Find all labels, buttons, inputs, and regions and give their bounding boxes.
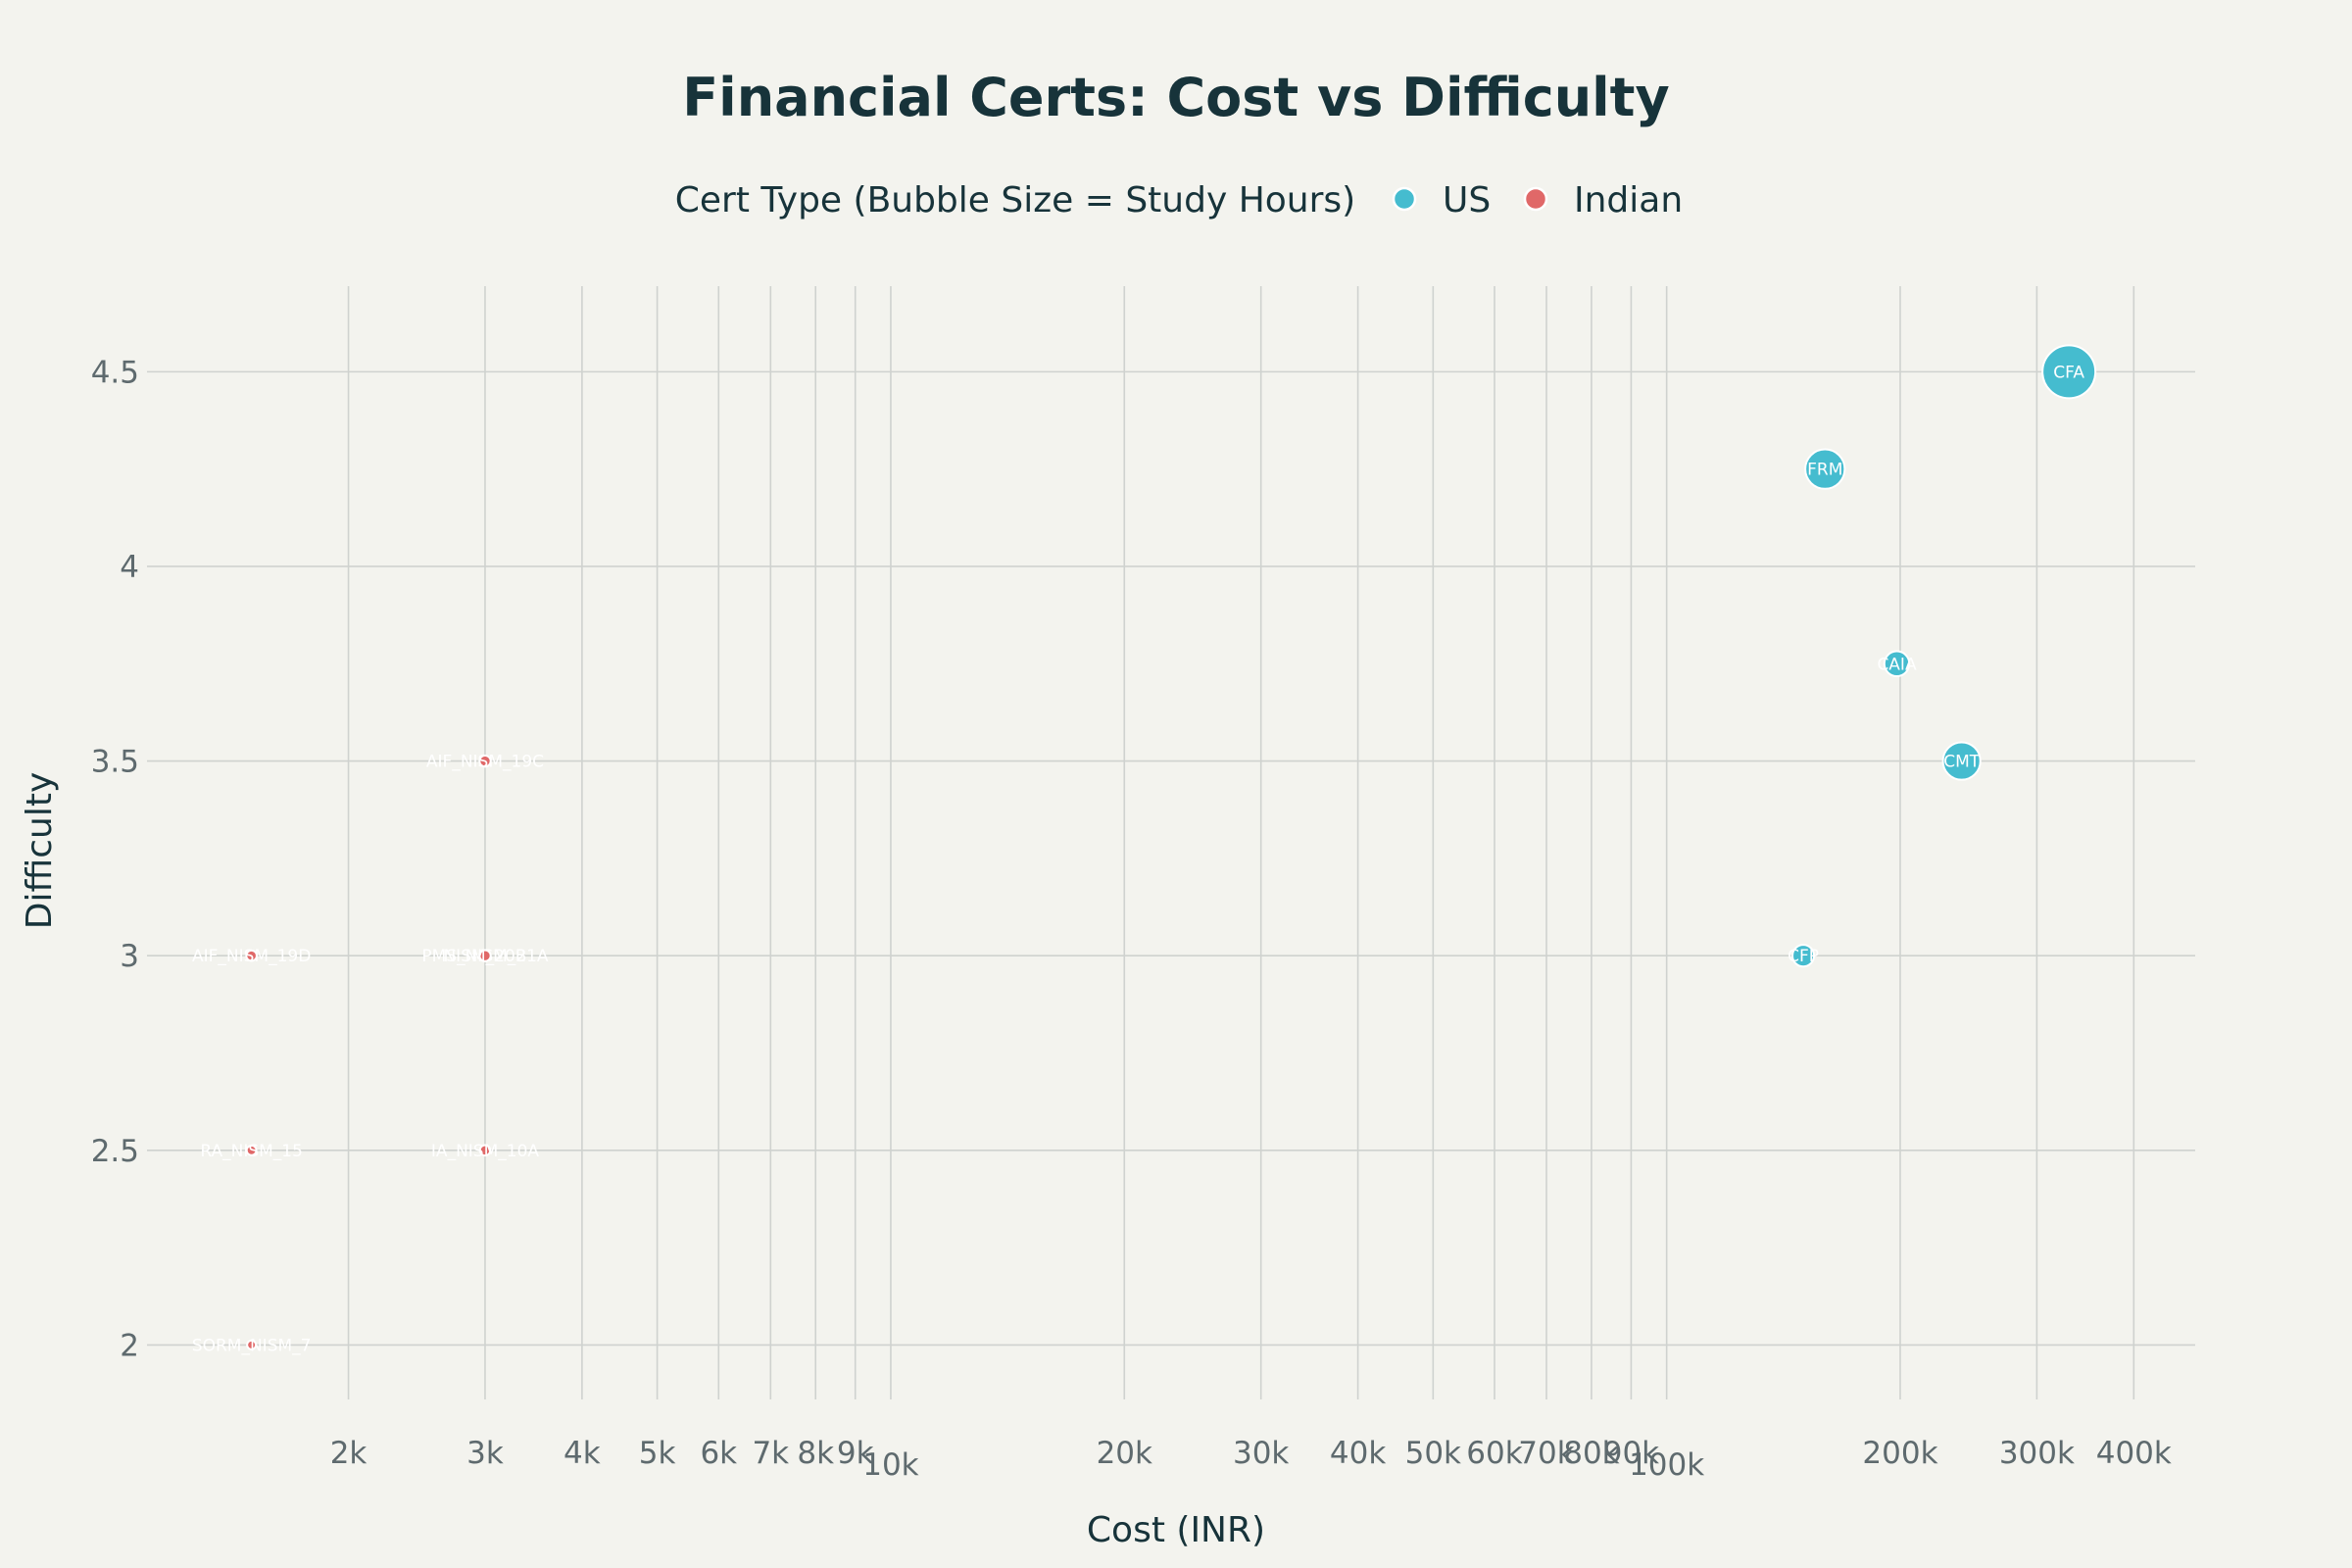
x-tick-label: 50k (1405, 1436, 1461, 1471)
bubble-label: CAIA (1877, 655, 1917, 674)
legend-item-indian[interactable]: Indian (1523, 180, 1683, 220)
x-tick-label: 8k (797, 1436, 834, 1471)
bubble-label: RA_NISM_15 (200, 1142, 303, 1161)
x-tick-label: 4k (564, 1436, 601, 1471)
x-tick-label: 2k (330, 1436, 368, 1471)
bubble-marker[interactable] (1941, 741, 1982, 781)
x-tick-label: 6k (700, 1436, 737, 1471)
bubble-label: AIF_NISM_19C (426, 753, 544, 772)
y-tick-label: 3 (120, 939, 139, 974)
bubble-marker[interactable] (1804, 448, 1846, 490)
bubble-marker[interactable] (478, 949, 492, 962)
legend-title: Cert Type (Bubble Size = Study Hours) (675, 180, 1355, 220)
chart-title: Financial Certs: Cost vs Difficulty (682, 67, 1669, 128)
bubble-frm[interactable]: FRM (1804, 448, 1846, 490)
x-tick-label: 300k (1999, 1436, 2075, 1471)
x-axis-title: Cost (INR) (1087, 1510, 1265, 1550)
x-tick-label: 20k (1097, 1436, 1152, 1471)
bubble-marker[interactable] (478, 1144, 492, 1157)
x-tick-label: 5k (639, 1436, 676, 1471)
y-tick-label: 2 (120, 1328, 139, 1363)
bubble-label: AIF_NISM_19D (192, 947, 311, 966)
legend-swatch-indian (1523, 186, 1548, 212)
bubble-caia[interactable]: CAIA (1877, 650, 1917, 678)
bubble-marker[interactable] (1791, 944, 1816, 968)
bubble-label: NISM_20B (443, 947, 526, 966)
bubble-marker[interactable] (245, 1144, 258, 1156)
bubble-cfp[interactable]: CFP (1788, 944, 1819, 968)
bubble-marker[interactable] (245, 949, 258, 962)
bubbles[interactable]: CFA FRM CAIA CMT CFP AIF_NISM_19C AIF_NISM_19D… (192, 344, 2097, 1355)
bubble-label: CMT (1943, 753, 1981, 772)
legend[interactable]: Cert Type (Bubble Size = Study Hours) US… (675, 180, 1683, 220)
y-axis-title: Difficulty (20, 772, 60, 930)
x-gridlines (347, 286, 2135, 1399)
bubble-sorm-nism-7[interactable]: SORM_NISM_7 (192, 1336, 312, 1355)
bubble-aif-nism-19d[interactable]: AIF_NISM_19D (192, 947, 311, 966)
x-tick-label: 400k (2096, 1436, 2172, 1471)
bubble-ia-nism-10a[interactable]: IA_NISM_10A (431, 1142, 539, 1161)
x-tick-label: 200k (1862, 1436, 1937, 1471)
bubble-label: FRM (1807, 461, 1842, 480)
bubble-ra-nism-15[interactable]: RA_NISM_15 (200, 1142, 303, 1161)
y-tick-label: 4.5 (91, 355, 139, 390)
bubble-label: SORM_NISM_7 (192, 1336, 312, 1355)
x-tick-label: 10k (862, 1447, 918, 1483)
x-tick-label: 70k (1518, 1436, 1574, 1471)
x-tick-label: 40k (1330, 1436, 1386, 1471)
bubble-label: CFA (2053, 363, 2084, 382)
legend-item-us[interactable]: US (1392, 180, 1491, 220)
bubble-label: IA_NISM_10A (431, 1142, 539, 1161)
y-gridlines (147, 370, 2195, 1347)
x-tick-label: 3k (466, 1436, 504, 1471)
bubble-marker[interactable] (478, 754, 492, 768)
x-tick-label: 90k (1603, 1436, 1659, 1471)
y-tick-label: 4 (120, 550, 139, 585)
x-tick-label: 30k (1233, 1436, 1289, 1471)
bubble-nism-20b[interactable]: NISM_20B (443, 947, 526, 966)
bubble-cmt[interactable]: CMT (1941, 741, 1982, 781)
bubble-label: CFP (1788, 947, 1819, 966)
bubble-marker[interactable] (1883, 650, 1911, 678)
y-tick-label: 3.5 (91, 745, 139, 780)
bubble-aif-nism-19c[interactable]: AIF_NISM_19C (426, 753, 544, 772)
bubble-marker[interactable] (2041, 344, 2097, 400)
x-tick-label: 100k (1629, 1447, 1704, 1483)
x-tick-label: 7k (752, 1436, 789, 1471)
x-tick-label: 60k (1466, 1436, 1522, 1471)
y-tick-label: 2.5 (91, 1134, 139, 1169)
bubble-cfa[interactable]: CFA (2041, 344, 2097, 400)
x-tick-label: 9k (837, 1436, 874, 1471)
bubble-marker[interactable] (246, 1339, 258, 1350)
legend-label-us: US (1443, 180, 1491, 220)
legend-swatch-us (1392, 186, 1417, 212)
y-axis-ticks: 2 2.5 3 3.5 4 4.5 (91, 355, 139, 1363)
x-tick-label: 80k (1563, 1436, 1619, 1471)
legend-label-indian: Indian (1574, 180, 1683, 220)
